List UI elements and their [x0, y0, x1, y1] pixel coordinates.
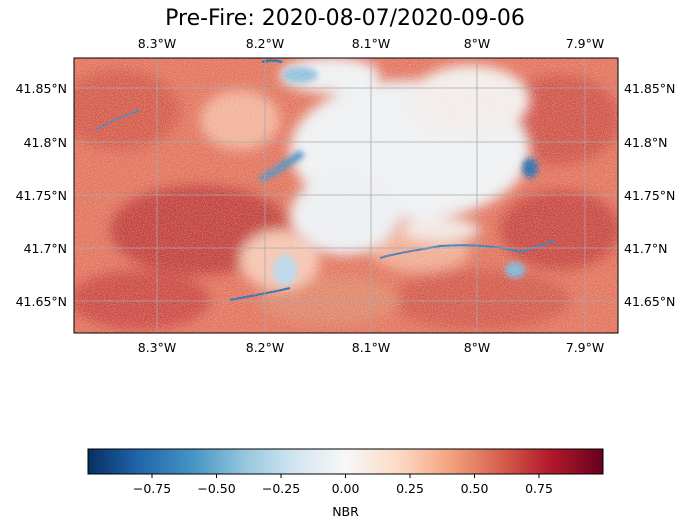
lat-tick-left: 41.75°N [16, 188, 67, 203]
colorbar-tick: 0.50 [461, 481, 489, 496]
lon-tick-top: 8.1°W [352, 36, 391, 51]
colorbar-label: NBR [332, 504, 359, 519]
colorbar-tick: 0.00 [332, 481, 360, 496]
lon-tick-bottom: 8°W [464, 340, 491, 355]
lon-tick-top: 8.3°W [138, 36, 177, 51]
lon-tick-bottom: 8.3°W [138, 340, 177, 355]
lat-tick-left: 41.85°N [16, 81, 67, 96]
nbr-raster [74, 58, 618, 333]
lon-tick-top: 8°W [464, 36, 491, 51]
colorbar-tick: −0.75 [133, 481, 171, 496]
colorbar-tick: −0.50 [197, 481, 235, 496]
lat-tick-right: 41.65°N [624, 294, 675, 309]
colorbar: −0.75 −0.50 −0.25 0.00 0.25 0.50 0.75 NB… [87, 448, 604, 519]
lat-tick-left: 41.8°N [24, 135, 67, 150]
lon-tick-top: 8.2°W [246, 36, 285, 51]
lon-tick-top: 7.9°W [566, 36, 605, 51]
lon-tick-bottom: 8.1°W [352, 340, 391, 355]
lat-tick-left: 41.7°N [24, 241, 67, 256]
colorbar-gradient [87, 448, 604, 475]
colorbar-tick: 0.75 [525, 481, 553, 496]
map-title: Pre-Fire: 2020-08-07/2020-09-06 [165, 6, 525, 31]
lon-tick-bottom: 8.2°W [246, 340, 285, 355]
colorbar-tick: 0.25 [396, 481, 424, 496]
lat-tick-left: 41.65°N [16, 294, 67, 309]
lat-tick-right: 41.85°N [624, 81, 675, 96]
map-frame [73, 57, 619, 334]
map-gridlines [74, 58, 618, 333]
lat-tick-right: 41.7°N [624, 241, 667, 256]
lon-tick-bottom: 7.9°W [566, 340, 605, 355]
lat-tick-right: 41.75°N [624, 188, 675, 203]
colorbar-tick: −0.25 [262, 481, 300, 496]
lat-tick-right: 41.8°N [624, 135, 667, 150]
